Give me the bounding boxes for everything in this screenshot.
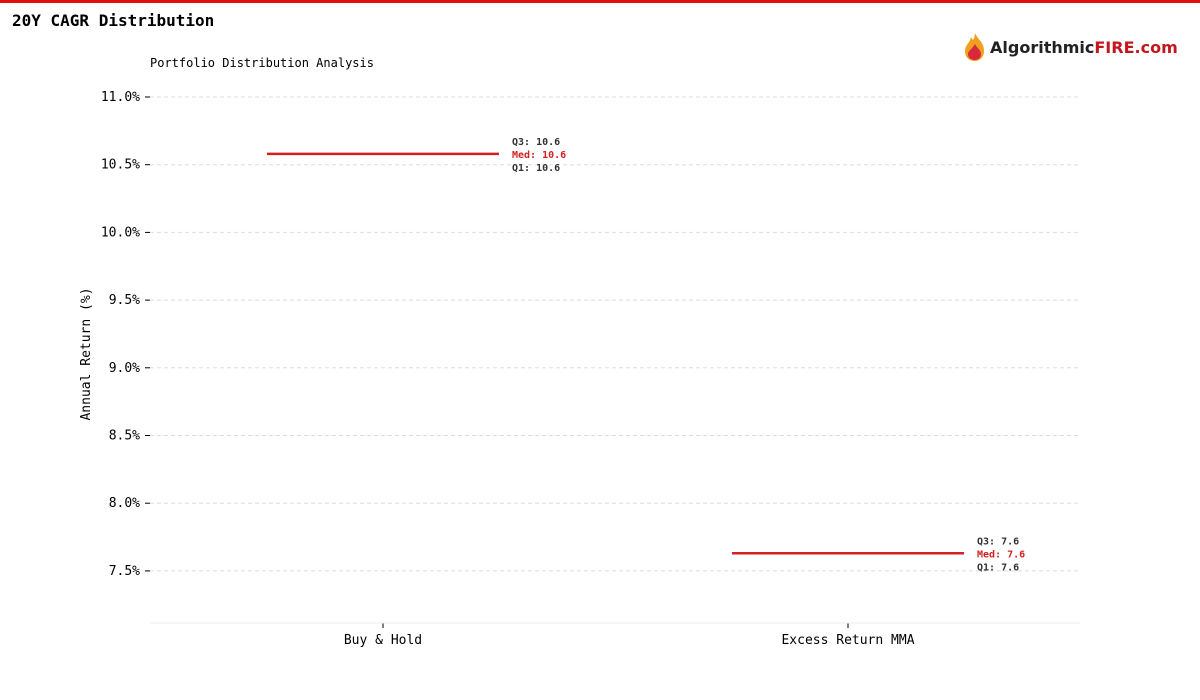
median-label: Med: 10.6 [512,150,566,161]
q3-label: Q3: 7.6 [977,536,1019,547]
x-tick-label: Buy & Hold [344,633,422,648]
y-tick-label: 9.0% [109,361,140,376]
y-tick-label: 10.0% [101,225,140,240]
chart-subtitle: Portfolio Distribution Analysis [150,56,374,70]
q3-label: Q3: 10.6 [512,137,560,148]
flame-icon [965,33,984,61]
y-tick-label: 8.0% [109,496,140,511]
x-tick-label: Excess Return MMA [781,633,914,648]
top-accent-bar [0,0,1200,3]
y-tick-label: 10.5% [101,158,140,173]
logo-text: Algorithmic [990,37,1095,57]
q1-label: Q1: 7.6 [977,562,1019,573]
y-tick-label: 7.5% [109,564,140,579]
y-tick-label: 8.5% [109,429,140,444]
y-axis-label: Annual Return (%) [79,287,94,420]
y-tick-label: 11.0% [101,90,140,105]
y-tick-label: 9.5% [109,293,140,308]
logo: Algorithmic FIRE.com [962,32,1178,62]
logo-text-brand: FIRE.com [1094,37,1178,57]
median-label: Med: 7.6 [977,549,1025,560]
page-title: 20Y CAGR Distribution [12,11,215,30]
q1-label: Q1: 10.6 [512,163,560,174]
